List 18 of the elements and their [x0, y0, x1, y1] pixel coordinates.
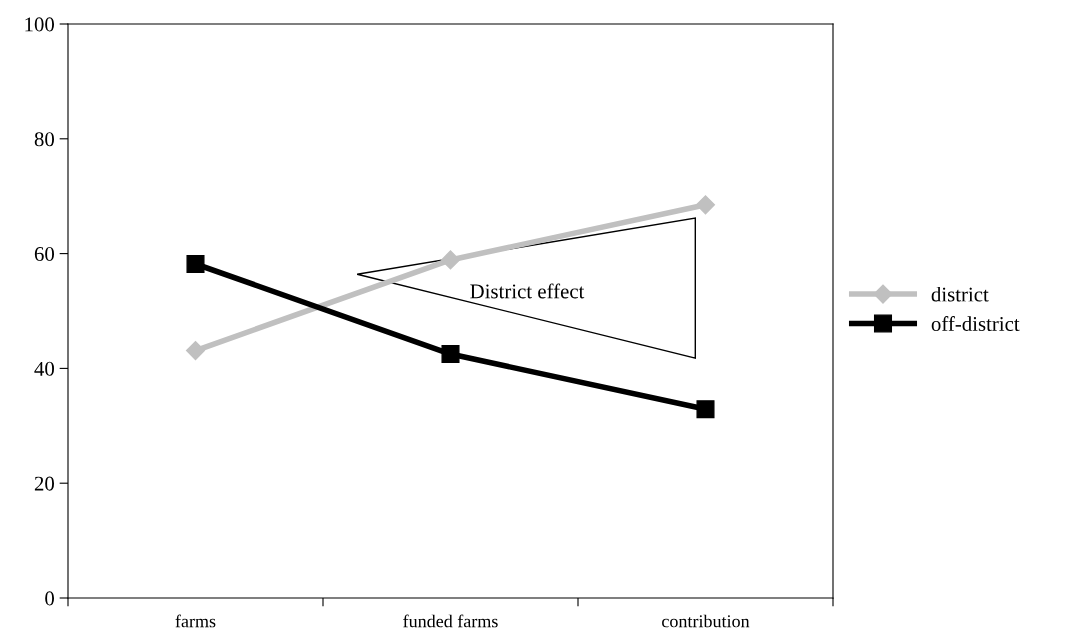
x-tick-label: funded farms	[403, 614, 498, 628]
y-tick-label: 0	[45, 591, 55, 606]
point	[185, 341, 206, 361]
y-tick-label: 20	[34, 476, 55, 491]
point	[441, 345, 460, 364]
y-tick-label: 80	[34, 132, 55, 147]
annotation: District effect	[470, 283, 585, 299]
x-tick-label: farms	[175, 614, 216, 628]
point	[696, 400, 715, 419]
x-tick-label: contribution	[662, 614, 750, 628]
legend-label: district	[931, 286, 989, 302]
y-tick-label: 100	[25, 17, 55, 32]
point	[440, 250, 461, 270]
point	[695, 195, 716, 215]
y-tick-label: 60	[34, 246, 55, 262]
y-tick-label: 40	[34, 361, 55, 376]
legend-label: off-district	[931, 316, 1020, 331]
point	[186, 254, 205, 273]
